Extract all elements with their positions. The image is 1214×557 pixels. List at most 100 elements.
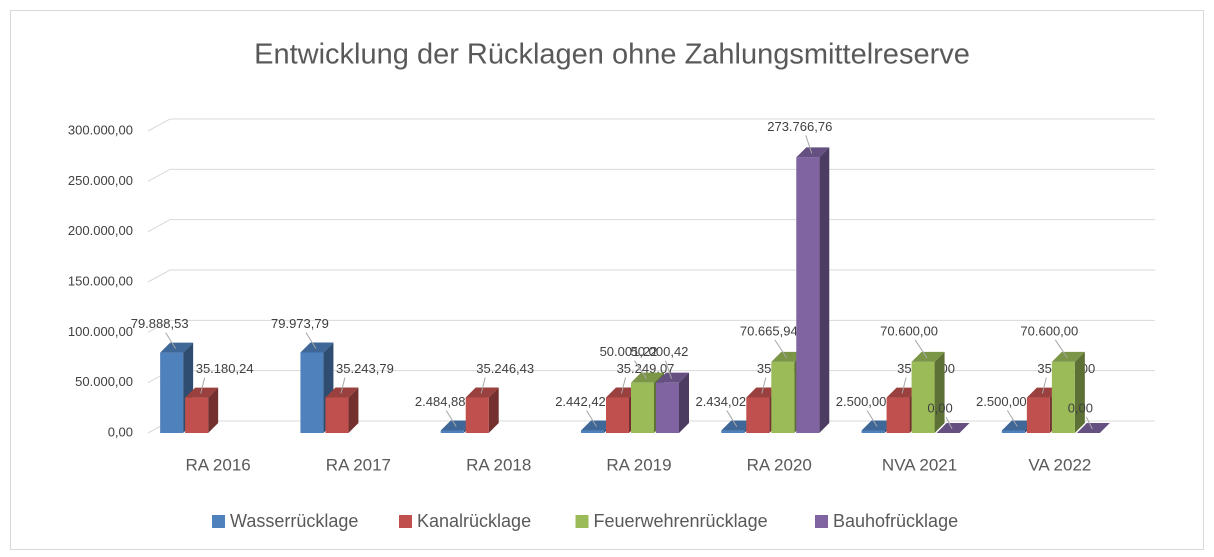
value-label: 2.484,88: [415, 394, 466, 409]
leader-line: [445, 410, 457, 427]
leader-line: [634, 360, 647, 379]
y-tick-label: 250.000,00: [68, 173, 133, 188]
value-label: 50.000,42: [631, 344, 689, 359]
bar: [160, 352, 184, 433]
leader-line: [1006, 410, 1018, 427]
y-tick-label: 50.000,00: [75, 374, 133, 389]
bar-side: [934, 351, 945, 433]
bar: [440, 430, 464, 433]
y-tick-label: 0,00: [108, 424, 133, 439]
leader-line: [480, 377, 486, 394]
chart-title: Entwicklung der Rücklagen ohne Zahlungsm…: [254, 39, 970, 71]
bar: [911, 361, 935, 433]
bar: [606, 397, 629, 433]
bar: [1026, 397, 1050, 433]
bar-side: [348, 387, 359, 433]
bar: [300, 352, 324, 433]
value-label: 35.246,43: [476, 361, 534, 376]
y-tick-label: 200.000,00: [68, 223, 133, 238]
legend-label: Feuerwehrenrücklage: [594, 511, 768, 531]
value-label: 35.180,24: [196, 361, 254, 376]
x-tick-label: RA 2020: [747, 455, 812, 474]
value-label: 0,00: [927, 400, 952, 415]
bar-top: [886, 387, 920, 398]
x-tick-label: RA 2017: [326, 455, 391, 474]
bar-side: [679, 372, 689, 433]
bar-top: [936, 423, 970, 433]
leader-line: [621, 377, 626, 394]
leader-line: [340, 377, 346, 394]
bar: [861, 430, 885, 433]
value-label: 2.434,02: [695, 394, 746, 409]
legend-label: Wasserrücklage: [230, 511, 358, 531]
chart-frame: [10, 10, 1204, 550]
leader-line: [805, 135, 813, 154]
value-label: 70.665,94: [740, 323, 798, 338]
bar-top: [1001, 420, 1035, 431]
value-label: 35.243,79: [336, 361, 394, 376]
x-tick-label: NVA 2021: [882, 455, 957, 474]
y-tick-label: 150.000,00: [68, 273, 133, 288]
y-tick-label: 300.000,00: [68, 122, 133, 137]
bar: [656, 382, 679, 433]
x-tick-label: RA 2016: [186, 455, 251, 474]
bar: [581, 430, 604, 433]
leader-line: [914, 339, 928, 359]
legend-swatch: [399, 515, 412, 528]
bar: [746, 397, 770, 433]
bar-top: [861, 420, 895, 431]
legend-swatch: [575, 515, 589, 528]
bar-side: [208, 387, 219, 433]
x-tick-label: VA 2022: [1028, 455, 1091, 474]
leader-line: [774, 339, 788, 359]
leader-line: [665, 360, 672, 379]
bar-top: [581, 420, 614, 431]
bar-top: [771, 351, 805, 362]
legend-label: Bauhofrücklage: [833, 511, 958, 531]
value-label: 2.500,00: [836, 394, 887, 409]
bar-top: [465, 387, 499, 398]
bar-top: [746, 387, 780, 398]
leader-line: [945, 416, 953, 430]
leader-line: [200, 377, 206, 394]
bar-top: [185, 387, 219, 398]
value-label: 70.600,00: [1020, 323, 1078, 338]
bar: [796, 157, 820, 433]
bar-top: [796, 147, 830, 158]
value-label: 79.888,53: [131, 316, 189, 331]
value-label: 50.001,22: [600, 344, 658, 359]
bar-side: [488, 387, 499, 433]
bar: [185, 397, 209, 433]
bar-top: [631, 372, 664, 383]
legend-label: Kanalrücklage: [417, 511, 531, 531]
bar: [631, 382, 654, 433]
bar: [721, 430, 745, 433]
leader-line: [305, 332, 317, 349]
value-label: 2.442,42: [555, 394, 606, 409]
x-tick-label: RA 2019: [606, 455, 671, 474]
bar-top: [606, 387, 639, 398]
bar-top: [300, 342, 334, 353]
value-label: 35.249,07: [617, 361, 675, 376]
leader-line: [1085, 416, 1093, 430]
bar-side: [1074, 351, 1085, 433]
legend-swatch: [212, 515, 225, 528]
leader-line: [1054, 339, 1068, 359]
bar-side: [819, 147, 830, 433]
value-label: 2.500,00: [976, 394, 1027, 409]
bar: [771, 361, 795, 433]
leader-line: [1041, 377, 1047, 394]
grid-line: [147, 118, 1155, 132]
value-label: 79.973,79: [271, 316, 329, 331]
bar: [1001, 430, 1025, 433]
bar-top: [325, 387, 359, 398]
legend-swatch: [815, 515, 828, 528]
leader-line: [586, 410, 597, 427]
bar: [325, 397, 349, 433]
leader-line: [165, 332, 177, 349]
bar-top: [1076, 423, 1110, 433]
bar-top: [721, 420, 755, 431]
leader-line: [901, 377, 907, 394]
bar-top: [911, 351, 945, 362]
